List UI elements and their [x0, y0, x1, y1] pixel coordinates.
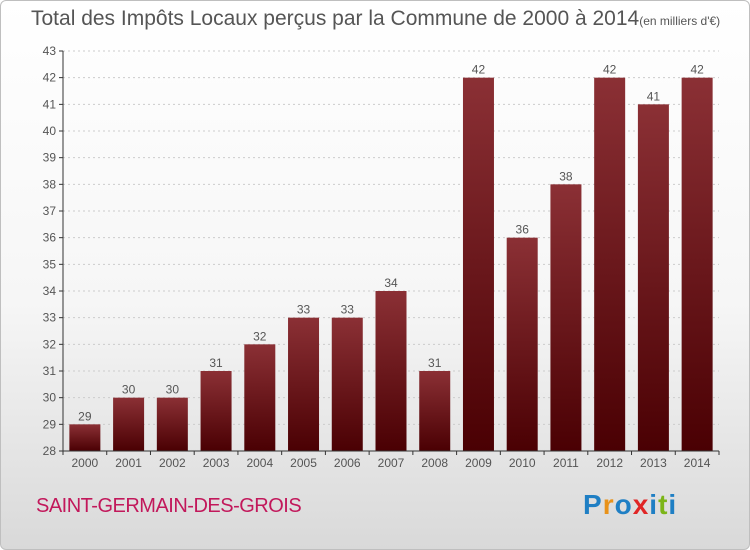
x-tick-label: 2013 [640, 456, 667, 470]
chart-title-unit: (en milliers d'€) [639, 14, 721, 28]
logo-letter: i [668, 489, 678, 520]
bar-value-label: 29 [78, 409, 92, 423]
labels: 28 29 30 31 32 33 34 35 36 37 38 39 40 41 42 43 29 2000 30… [43, 44, 711, 470]
y-tick-label: 29 [43, 417, 57, 431]
bar-2012 [594, 77, 626, 452]
bar-value-label: 42 [603, 63, 617, 77]
bar-value-label: 36 [516, 223, 530, 237]
y-tick-label: 40 [43, 124, 57, 138]
bar-2003 [200, 371, 232, 451]
x-tick-label: 2003 [203, 456, 230, 470]
bar-2000 [69, 424, 101, 451]
y-tick-label: 42 [43, 71, 57, 85]
bar-2009 [462, 77, 494, 452]
commune-name: SAINT-GERMAIN-DES-GROIS [36, 495, 302, 517]
x-tick-label: 2002 [159, 456, 186, 470]
x-tick-label: 2006 [334, 456, 361, 470]
bar-2006 [331, 317, 363, 451]
bar-2010 [506, 237, 538, 451]
y-tick-label: 33 [43, 311, 57, 325]
bar-2001 [113, 397, 145, 451]
y-tick-label: 43 [43, 44, 57, 58]
y-tick-label: 36 [43, 231, 57, 245]
y-tick-label: 34 [43, 284, 57, 298]
x-tick-label: 2009 [465, 456, 492, 470]
bar-value-label: 33 [297, 303, 311, 317]
bar-2013 [637, 104, 669, 451]
x-tick-label: 2004 [246, 456, 273, 470]
bar-value-label: 33 [341, 303, 355, 317]
axes [59, 50, 720, 455]
y-tick-label: 32 [43, 337, 57, 351]
logo-letter: t [658, 489, 669, 520]
y-tick-label: 38 [43, 177, 57, 191]
y-tick-label: 28 [43, 444, 57, 458]
y-tick-label: 39 [43, 151, 57, 165]
y-tick-label: 35 [43, 257, 57, 271]
logo-letter: x [632, 489, 650, 520]
bar-value-label: 42 [690, 63, 704, 77]
x-tick-label: 2007 [378, 456, 405, 470]
bar-value-label: 30 [166, 383, 180, 397]
x-tick-label: 2010 [509, 456, 536, 470]
bar-value-label: 31 [209, 356, 223, 370]
bar-2011 [550, 184, 582, 452]
logo-letter: r [602, 489, 615, 520]
bar-value-label: 30 [122, 383, 136, 397]
bar-2002 [156, 397, 188, 451]
y-tick-label: 41 [43, 97, 57, 111]
x-tick-label: 2011 [553, 456, 579, 470]
y-tick-label: 37 [43, 204, 57, 218]
chart-title: Total des Impôts Locaux perçus par la Co… [31, 7, 720, 31]
logo-letter: i [649, 489, 659, 520]
bar-value-label: 31 [428, 356, 442, 370]
y-tick-label: 30 [43, 391, 57, 405]
chart-title-main: Total des Impôts Locaux perçus par la Co… [31, 7, 640, 30]
bar-2014 [681, 77, 713, 452]
bar-value-label: 32 [253, 329, 267, 343]
logo-letter: P [583, 489, 603, 520]
bar-value-label: 41 [647, 89, 661, 103]
x-tick-label: 2005 [290, 456, 317, 470]
x-tick-label: 2012 [596, 456, 623, 470]
logo-letter: o [614, 489, 633, 520]
x-tick-label: 2000 [72, 456, 99, 470]
x-tick-label: 2001 [115, 456, 142, 470]
x-tick-label: 2014 [684, 456, 711, 470]
x-tick-label: 2008 [421, 456, 448, 470]
bar-value-label: 34 [384, 276, 398, 290]
y-tick-label: 31 [43, 364, 57, 378]
bar-2008 [419, 371, 451, 451]
bar-2007 [375, 291, 407, 451]
bars [69, 77, 713, 452]
bar-value-label: 38 [559, 169, 573, 183]
bar-2005 [288, 317, 320, 451]
bar-value-label: 42 [472, 63, 486, 77]
bar-2004 [244, 344, 276, 451]
proxiti-logo[interactable]: Proxiti [583, 489, 677, 521]
